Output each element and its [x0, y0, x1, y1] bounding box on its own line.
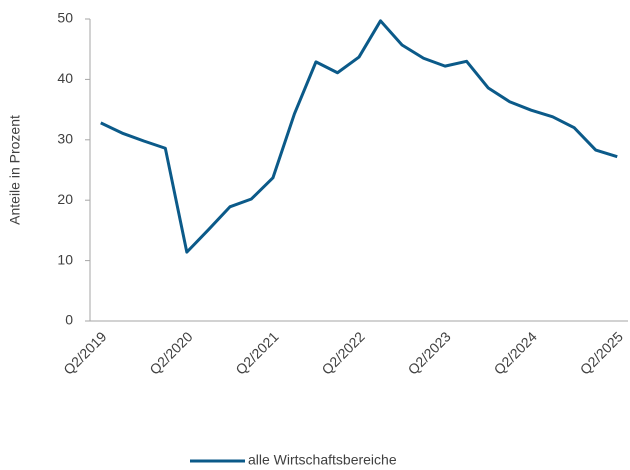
x-tick-label: Q2/2025 [577, 328, 626, 377]
y-tick-label: 20 [57, 191, 73, 207]
y-tick-label: 0 [65, 312, 73, 328]
x-tick-label: Q2/2019 [60, 328, 109, 377]
x-tick-label: Q2/2022 [318, 328, 367, 377]
x-tick-label: Q2/2023 [405, 328, 454, 377]
line [100, 19, 618, 254]
x-tick-label: Q2/2021 [232, 328, 281, 377]
y-tick-label: 30 [57, 131, 73, 147]
y-tick-label: 50 [57, 10, 73, 26]
x-tick-label: Q2/2020 [146, 328, 195, 377]
y-tick-label: 40 [57, 70, 73, 86]
y-tick-label: 10 [57, 251, 73, 267]
legend-label: alle Wirtschaftsbereiche [248, 452, 397, 468]
y-axis-label: Anteile in Prozent [7, 115, 23, 225]
x-tick-label: Q2/2024 [491, 328, 540, 377]
